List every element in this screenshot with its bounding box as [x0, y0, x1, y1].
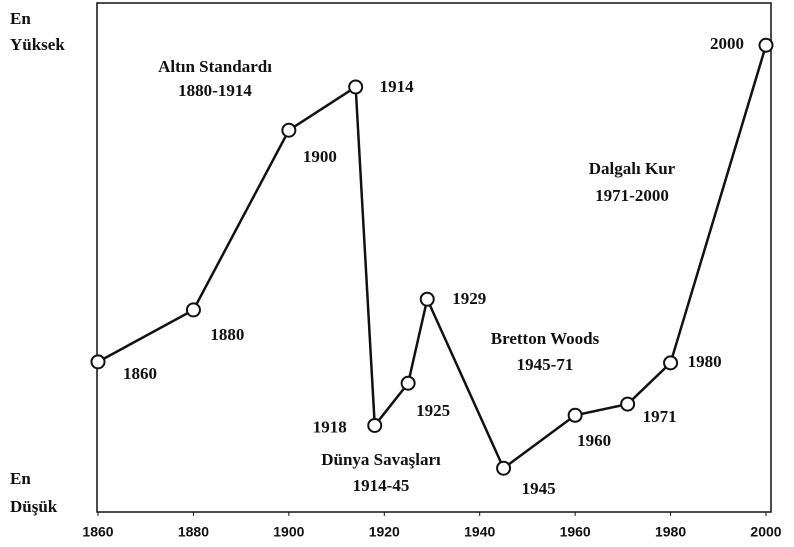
point-label: 1925: [416, 401, 450, 420]
point: [567, 407, 583, 423]
annotation: Dalgalı Kur: [589, 159, 676, 178]
annotation: 1945-71: [517, 355, 574, 374]
point-label: 2000: [710, 34, 744, 53]
x-tick-label: 1900: [273, 524, 304, 540]
point-label: 1880: [210, 325, 244, 344]
x-tick-label: 2000: [750, 524, 781, 540]
point: [367, 417, 383, 433]
point: [663, 355, 679, 371]
y-bottom-label: En: [10, 469, 31, 488]
point: [758, 37, 774, 53]
point: [281, 122, 297, 138]
point-label: 1929: [452, 289, 486, 308]
y-top-label: En: [10, 9, 31, 28]
y-bottom-label: Düşük: [10, 497, 58, 516]
point: [90, 354, 106, 370]
plot-frame: [96, 2, 772, 513]
point-label: 1860: [123, 364, 157, 383]
point-label: 1960: [577, 431, 611, 450]
line: [97, 44, 768, 471]
annotation: 1880-1914: [178, 81, 252, 100]
point-label: 1900: [303, 147, 337, 166]
point-label: 1918: [313, 417, 347, 436]
point: [496, 460, 512, 476]
annotation: 1971-2000: [595, 186, 669, 205]
x-tick-label: 1920: [369, 524, 400, 540]
x-tick-label: 1960: [560, 524, 591, 540]
point-label: 1914: [380, 77, 415, 96]
annotation: Bretton Woods: [491, 329, 600, 348]
point: [419, 291, 435, 307]
annotation: 1914-45: [353, 476, 410, 495]
point: [620, 396, 636, 412]
point: [348, 79, 364, 95]
x-tick-label: 1880: [178, 524, 209, 540]
x-tick-label: 1980: [655, 524, 686, 540]
point-label: 1980: [688, 352, 722, 371]
annotation: Dünya Savaşları: [321, 450, 441, 469]
point-label: 1945: [522, 479, 556, 498]
point-label: 1971: [643, 407, 677, 426]
point: [185, 302, 201, 318]
point: [400, 375, 416, 391]
annotation: Altın Standardı: [158, 57, 272, 76]
x-tick-label: 1940: [464, 524, 495, 540]
x-tick-label: 1860: [82, 524, 113, 540]
y-top-label: Yüksek: [10, 35, 65, 54]
